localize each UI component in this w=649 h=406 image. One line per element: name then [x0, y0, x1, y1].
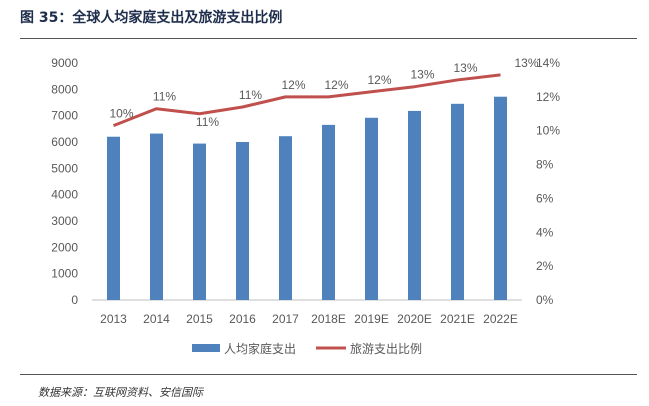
- bar: [494, 96, 507, 300]
- x-tick-label: 2013: [100, 312, 127, 326]
- x-tick-label: 2017: [272, 312, 299, 326]
- line-path: [112, 73, 501, 128]
- data-label: 11%: [153, 90, 176, 104]
- right-tick-label: 10%: [536, 124, 560, 138]
- left-axis: 0 1000 2000 3000 4000 5000 6000 7000 8000 9000: [51, 56, 78, 307]
- left-tick-label: 3000: [51, 214, 78, 228]
- x-tick-label: 2015: [186, 312, 213, 326]
- x-axis: 2013 2014 2015 2016 2017 2018E 2019E 2020E 2021E…: [100, 312, 518, 326]
- bar: [451, 103, 464, 300]
- data-label: 11%: [196, 115, 219, 129]
- legend-line-label: 旅游支出比例: [350, 342, 422, 356]
- left-tick-label: 9000: [51, 56, 78, 70]
- bar: [150, 133, 163, 300]
- left-tick-label: 5000: [51, 161, 78, 175]
- left-tick-label: 4000: [51, 188, 78, 202]
- bar: [365, 117, 378, 300]
- data-label: 12%: [367, 73, 391, 87]
- figure-title: 图 35：全球人均家庭支出及旅游支出比例: [20, 10, 283, 26]
- source-note: 数据来源：互联网资料、安信国际: [38, 386, 203, 399]
- left-tick-label: 1000: [51, 267, 78, 281]
- data-label: 10%: [109, 107, 133, 121]
- right-tick-label: 12%: [536, 90, 560, 104]
- left-tick-label: 6000: [51, 135, 78, 149]
- left-tick-label: 7000: [51, 109, 78, 123]
- x-tick-label: 2018E: [311, 312, 346, 326]
- x-tick-label: 2019E: [354, 312, 389, 326]
- legend: 人均家庭支出 旅游支出比例: [192, 341, 422, 356]
- legend-bar-swatch: [192, 344, 220, 352]
- bottom-divider: [20, 374, 637, 375]
- left-tick-label: 8000: [51, 82, 78, 96]
- data-label: 11%: [239, 88, 262, 102]
- right-tick-label: 4%: [536, 225, 554, 239]
- right-axis: 0% 2% 4% 6% 8% 10% 12% 14%: [536, 56, 560, 307]
- bar-series: [107, 96, 507, 300]
- line-series: 10% 11% 11% 11% 12% 12% 12% 13% 13% 13%: [109, 56, 538, 129]
- data-label: 13%: [410, 68, 434, 82]
- bar: [107, 136, 120, 300]
- x-tick-label: 2021E: [440, 312, 475, 326]
- bar: [236, 142, 249, 300]
- x-tick-label: 2014: [143, 312, 170, 326]
- data-label: 12%: [324, 78, 348, 92]
- bar: [193, 143, 206, 300]
- bar: [322, 124, 335, 300]
- right-tick-label: 14%: [536, 56, 560, 70]
- right-tick-label: 0%: [536, 293, 554, 307]
- x-tick-label: 2022E: [483, 312, 518, 326]
- right-tick-label: 2%: [536, 259, 554, 273]
- top-divider: [20, 38, 637, 39]
- data-label: 13%: [453, 61, 477, 75]
- bar: [279, 136, 292, 300]
- bar: [408, 110, 421, 300]
- right-tick-label: 8%: [536, 158, 554, 172]
- left-tick-label: 0: [71, 293, 78, 307]
- data-label: 12%: [281, 78, 305, 92]
- data-label: 13%: [515, 56, 539, 70]
- x-tick-label: 2020E: [397, 312, 432, 326]
- legend-bar-label: 人均家庭支出: [224, 341, 296, 356]
- left-tick-label: 2000: [51, 240, 78, 254]
- right-tick-label: 6%: [536, 191, 554, 205]
- x-tick-label: 2016: [229, 312, 256, 326]
